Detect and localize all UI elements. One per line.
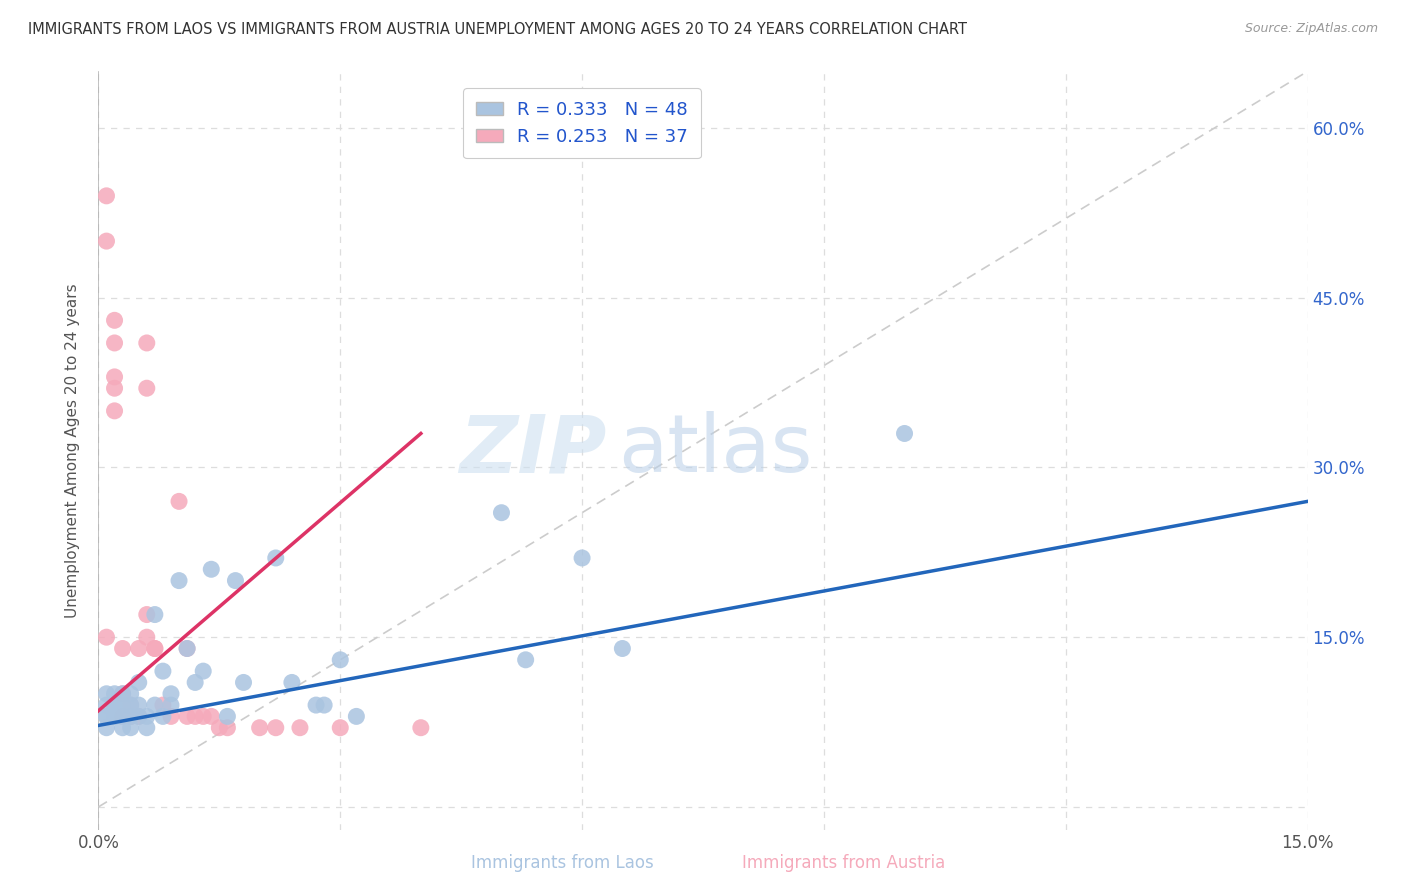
- Point: [152, 698, 174, 712]
- Point: [288, 721, 311, 735]
- Point: [184, 709, 207, 723]
- Legend: R = 0.333   N = 48, R = 0.253   N = 37: R = 0.333 N = 48, R = 0.253 N = 37: [464, 88, 700, 158]
- Point: [184, 675, 207, 690]
- Point: [135, 335, 157, 350]
- Point: [200, 562, 222, 576]
- Point: [128, 675, 150, 690]
- Point: [111, 709, 134, 723]
- Point: [160, 709, 183, 723]
- Point: [120, 709, 142, 723]
- Point: [128, 641, 150, 656]
- Point: [103, 709, 125, 723]
- Point: [143, 641, 166, 656]
- Point: [111, 721, 134, 735]
- Text: Immigrants from Laos: Immigrants from Laos: [471, 855, 654, 872]
- Point: [120, 698, 142, 712]
- Point: [314, 698, 336, 712]
- Point: [103, 698, 125, 712]
- Point: [120, 698, 142, 712]
- Point: [329, 721, 352, 735]
- Point: [111, 709, 134, 723]
- Point: [135, 709, 157, 723]
- Text: Immigrants from Austria: Immigrants from Austria: [742, 855, 945, 872]
- Point: [135, 721, 157, 735]
- Point: [111, 698, 134, 712]
- Point: [160, 687, 183, 701]
- Text: atlas: atlas: [619, 411, 813, 490]
- Point: [103, 370, 125, 384]
- Point: [167, 494, 190, 508]
- Point: [571, 551, 593, 566]
- Point: [103, 404, 125, 418]
- Point: [120, 721, 142, 735]
- Point: [120, 687, 142, 701]
- Point: [128, 709, 150, 723]
- Point: [305, 698, 328, 712]
- Point: [96, 721, 118, 735]
- Point: [612, 641, 634, 656]
- Point: [96, 630, 118, 644]
- Point: [143, 698, 166, 712]
- Point: [96, 698, 118, 712]
- Point: [193, 709, 215, 723]
- Point: [217, 721, 239, 735]
- Point: [96, 709, 118, 723]
- Point: [409, 721, 432, 735]
- Text: Source: ZipAtlas.com: Source: ZipAtlas.com: [1244, 22, 1378, 36]
- Point: [111, 687, 134, 701]
- Point: [176, 709, 198, 723]
- Point: [176, 641, 198, 656]
- Point: [217, 709, 239, 723]
- Point: [232, 675, 254, 690]
- Point: [135, 381, 157, 395]
- Point: [152, 664, 174, 678]
- Point: [103, 381, 125, 395]
- Point: [120, 709, 142, 723]
- Point: [264, 551, 287, 566]
- Point: [160, 698, 183, 712]
- Point: [96, 709, 118, 723]
- Point: [344, 709, 367, 723]
- Point: [111, 687, 134, 701]
- Point: [329, 653, 352, 667]
- Point: [111, 641, 134, 656]
- Point: [224, 574, 246, 588]
- Point: [103, 335, 125, 350]
- Point: [167, 574, 190, 588]
- Point: [103, 709, 125, 723]
- Point: [281, 675, 304, 690]
- Point: [128, 709, 150, 723]
- Point: [96, 234, 118, 248]
- Point: [135, 607, 157, 622]
- Point: [264, 721, 287, 735]
- Point: [103, 313, 125, 327]
- Point: [120, 709, 142, 723]
- Point: [193, 664, 215, 678]
- Point: [893, 426, 915, 441]
- Point: [135, 630, 157, 644]
- Point: [143, 607, 166, 622]
- Point: [249, 721, 271, 735]
- Point: [128, 698, 150, 712]
- Point: [103, 687, 125, 701]
- Point: [96, 687, 118, 701]
- Point: [491, 506, 513, 520]
- Point: [96, 189, 118, 203]
- Point: [176, 641, 198, 656]
- Text: ZIP: ZIP: [458, 411, 606, 490]
- Text: IMMIGRANTS FROM LAOS VS IMMIGRANTS FROM AUSTRIA UNEMPLOYMENT AMONG AGES 20 TO 24: IMMIGRANTS FROM LAOS VS IMMIGRANTS FROM …: [28, 22, 967, 37]
- Y-axis label: Unemployment Among Ages 20 to 24 years: Unemployment Among Ages 20 to 24 years: [65, 283, 80, 618]
- Point: [200, 709, 222, 723]
- Point: [143, 641, 166, 656]
- Point: [515, 653, 537, 667]
- Point: [152, 709, 174, 723]
- Point: [103, 698, 125, 712]
- Point: [208, 721, 231, 735]
